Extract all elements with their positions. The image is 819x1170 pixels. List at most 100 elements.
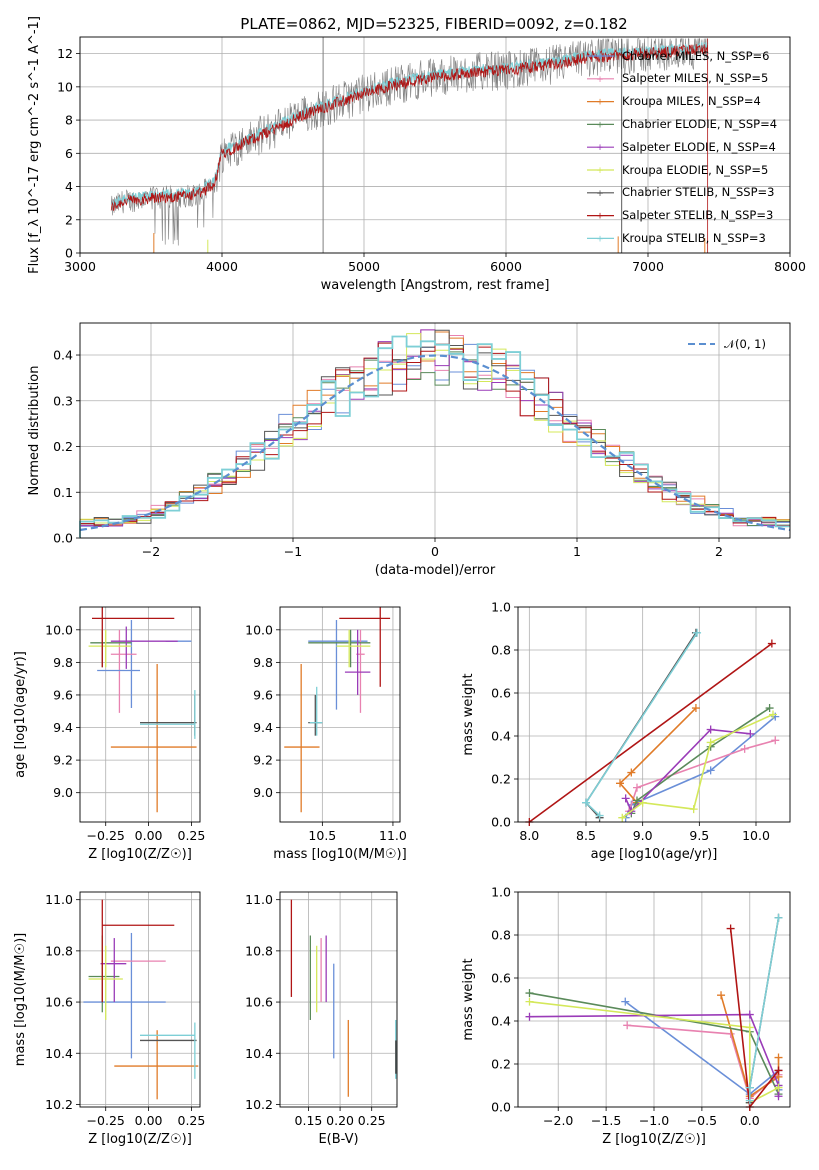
mass-vs-EBV-panel: 0.15 0.20 0.25 10.2 10.4 10.6 10.8 11.0 E(B-V): [245, 891, 398, 1147]
y-tick-label: 0.2: [53, 439, 73, 454]
x-tick-label: 0.0: [740, 1113, 760, 1128]
x-tick-label: 1: [573, 544, 581, 559]
y-tick-label: 0.0: [53, 531, 73, 546]
gauss-reference-curve: [79, 354, 791, 532]
weight-point-marker: [745, 1096, 754, 1105]
weight-point-marker: [623, 1021, 632, 1030]
age-vs-Z-panel: −0.25 0.00 0.25 9.0 9.2 9.4 9.6 9.8 10.0 Z [log10…: [13, 606, 205, 862]
x-tick-label: 10.0: [742, 828, 770, 843]
plot-frame: [517, 891, 791, 1108]
weight-point-marker: [618, 813, 627, 822]
x-tick-label: 10.5: [308, 828, 336, 843]
plot-frame: [79, 322, 791, 539]
x-axis-label: Z [log10(Z/Z☉)]: [602, 1132, 706, 1147]
weight-point-marker: [689, 805, 698, 814]
legend-entry: Kroupa MILES, N_SSP=4: [622, 94, 761, 108]
weight-point-marker: [765, 704, 774, 713]
legend-marker: +: [596, 212, 604, 222]
age-vs-mass-panel: 10.5 11.0 9.0 9.2 9.4 9.6 9.8 10.0 mass [log10(M…: [245, 606, 407, 862]
weight-point-marker: [525, 1012, 534, 1021]
x-axis-label: mass [log10(M/M☉)]: [273, 847, 406, 862]
x-tick-label: 4000: [206, 259, 238, 274]
weight-point-marker: [525, 989, 534, 998]
model-spectrum-line: [110, 43, 709, 212]
y-tick-label: 0.3: [53, 393, 73, 408]
weight-point-marker: [767, 639, 776, 648]
x-tick-label: −1.0: [639, 1113, 669, 1128]
y-tick-label: 9.4: [53, 720, 73, 735]
x-tick-label: 0.00: [135, 828, 163, 843]
x-tick-label: −0.25: [87, 828, 125, 843]
y-tick-label: 6: [65, 146, 73, 161]
mass-weight-vs-Z-panel: −2.0 −1.5 −1.0 −0.5 0.0 0.0 0.2 0.4 0.6 0.8 1.0 Z […: [461, 885, 791, 1147]
y-tick-label: 10.4: [45, 1046, 73, 1061]
y-tick-label: 10.2: [245, 1097, 273, 1112]
y-tick-label: 0.2: [491, 772, 511, 787]
x-tick-label: 2: [715, 544, 723, 559]
weight-point-marker: [621, 997, 630, 1006]
y-tick-label: 10.6: [45, 995, 73, 1010]
y-tick-label: 9.2: [253, 753, 273, 768]
y-tick-label: 9.6: [53, 687, 73, 702]
weight-series-line: [628, 739, 776, 812]
weight-series-line: [618, 707, 697, 804]
weight-series-line: [627, 1024, 780, 1100]
weight-series-line: [624, 728, 751, 813]
x-tick-label: −2.0: [543, 1113, 573, 1128]
spectrum-legend: Chabrier MILES, N_SSP=6 Salpeter MILES, …: [587, 49, 777, 245]
weight-point-marker: [638, 798, 647, 807]
y-axis-label: mass weight: [461, 958, 476, 1040]
weight-series-line: [630, 707, 771, 814]
weight-point-marker: [726, 924, 735, 933]
x-tick-label: 0.20: [326, 1113, 354, 1128]
x-tick-label: 0.15: [295, 1113, 323, 1128]
x-tick-label: 7000: [632, 259, 664, 274]
x-tick-label: −1: [284, 544, 302, 559]
x-tick-label: 5000: [348, 259, 380, 274]
weight-point-marker: [627, 768, 636, 777]
y-tick-label: 0.1: [53, 485, 73, 500]
legend-marker: +: [596, 166, 604, 176]
weight-point-marker: [706, 766, 715, 775]
weight-point-marker: [706, 738, 715, 747]
model-spectrum-line: [110, 42, 709, 208]
y-tick-label: 0.6: [491, 686, 511, 701]
y-axis-label: age [log10(age/yr)]: [13, 651, 28, 778]
x-tick-label: 9.5: [689, 828, 709, 843]
x-tick-label: 0: [431, 544, 439, 559]
y-tick-label: 0: [65, 246, 73, 261]
y-tick-label: 10.0: [245, 622, 273, 637]
legend-marker: +: [596, 75, 604, 85]
y-tick-label: 4: [65, 179, 73, 194]
weight-point-marker: [774, 1092, 783, 1101]
x-tick-label: 0.00: [135, 1113, 163, 1128]
plot-frame: [79, 891, 201, 1108]
weight-series-line: [528, 642, 773, 823]
x-axis-label: wavelength [Angstrom, rest frame]: [321, 278, 550, 293]
y-tick-label: 9.0: [253, 785, 273, 800]
weight-point-marker: [691, 704, 700, 713]
x-tick-label: 11.0: [379, 828, 407, 843]
x-tick-label: −0.25: [87, 1113, 125, 1128]
y-tick-label: 10.6: [245, 995, 273, 1010]
y-tick-label: 8: [65, 113, 73, 128]
x-tick-label: 0.25: [178, 1113, 206, 1128]
x-axis-label: age [log10(age/yr)]: [591, 847, 718, 862]
weight-point-marker: [774, 1066, 783, 1075]
legend-marker: +: [596, 52, 604, 62]
weight-point-marker: [621, 794, 630, 803]
x-tick-label: −0.5: [687, 1113, 717, 1128]
y-tick-label: 9.2: [53, 753, 73, 768]
y-tick-label: 10.8: [245, 943, 273, 958]
weight-series-line: [729, 928, 780, 1110]
legend-entry: Salpeter ELODIE, N_SSP=4: [622, 140, 776, 154]
y-tick-label: 9.4: [253, 720, 273, 735]
plot-frame: [279, 606, 401, 823]
y-tick-label: 10.4: [245, 1046, 273, 1061]
x-tick-label: 8.5: [576, 828, 596, 843]
legend-marker: +: [596, 120, 604, 130]
x-tick-label: 8000: [774, 259, 806, 274]
weight-point-marker: [616, 779, 624, 788]
legend-entry: Salpeter MILES, N_SSP=5: [622, 71, 768, 85]
y-axis-label: Normed distribution: [27, 366, 42, 496]
